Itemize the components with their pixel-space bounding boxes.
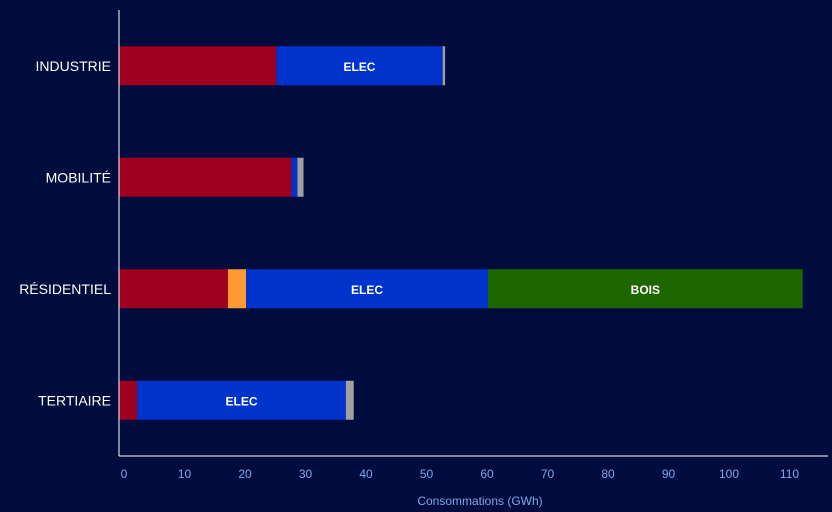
- bar-segment: [246, 269, 489, 309]
- bar-segment: [137, 380, 346, 420]
- segment-label: ELEC: [351, 283, 383, 297]
- x-tick-label: 40: [359, 467, 373, 481]
- bar-segment: [291, 157, 298, 197]
- labels-layer: INDUSTRIE ELEC MOBILITÉ RÉSIDENTIEL ELEC BOIS…: [19, 58, 799, 481]
- bar-segment: [276, 46, 443, 86]
- bar-segment: [119, 157, 292, 197]
- bar-segment: [227, 269, 247, 309]
- bar-segment: [488, 269, 803, 309]
- x-tick-label: 90: [662, 467, 676, 481]
- bar-segment: [297, 157, 304, 197]
- x-tick-label: 70: [541, 467, 555, 481]
- x-tick-label: 50: [420, 467, 434, 481]
- category-label: TERTIAIRE: [38, 392, 111, 408]
- x-tick-label: 20: [238, 467, 252, 481]
- bar-segment: [442, 46, 446, 86]
- x-tick-label: 0: [121, 467, 128, 481]
- x-tick-label: 10: [178, 467, 192, 481]
- segment-label: ELEC: [226, 394, 258, 408]
- axes-layer: [118, 10, 828, 457]
- category-label: MOBILITÉ: [46, 169, 111, 185]
- segment-label: ELEC: [343, 60, 375, 74]
- category-label: RÉSIDENTIEL: [19, 281, 111, 297]
- x-tick-label: 60: [480, 467, 494, 481]
- bar-segment: [345, 380, 354, 420]
- x-axis-title: Consommations (GWh): [417, 494, 542, 508]
- bars-layer: [119, 46, 803, 420]
- category-label: INDUSTRIE: [36, 58, 111, 74]
- bar-segment: [119, 46, 277, 86]
- x-tick-label: 80: [601, 467, 615, 481]
- bar-segment: [119, 269, 228, 309]
- segment-label: BOIS: [631, 283, 660, 297]
- x-tick-label: 30: [299, 467, 313, 481]
- x-tick-label: 110: [780, 467, 799, 481]
- x-tick-label: 100: [719, 467, 739, 481]
- bar-segment: [119, 380, 138, 420]
